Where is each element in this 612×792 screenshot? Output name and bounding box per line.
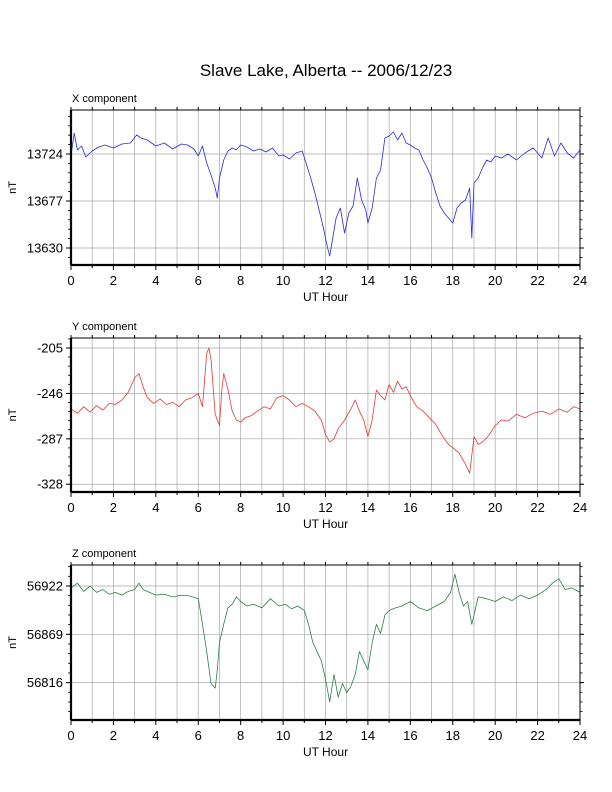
- x-tick-label: 14: [361, 273, 375, 288]
- y-axis-label: nT: [7, 636, 19, 649]
- series-line: [70, 347, 581, 474]
- x-tick-label: 14: [361, 728, 375, 743]
- y-axis-label: nT: [7, 408, 19, 421]
- x-tick-label: 4: [152, 500, 159, 515]
- y-axis-label: nT: [7, 181, 19, 194]
- x-tick-label: 18: [446, 728, 460, 743]
- x-tick-label: 20: [488, 500, 502, 515]
- x-tick-label: 4: [152, 728, 159, 743]
- x-tick-label: 10: [276, 500, 290, 515]
- x-tick-label: 20: [488, 728, 502, 743]
- x-tick-label: 0: [67, 728, 74, 743]
- x-tick-label: 6: [195, 500, 202, 515]
- x-tick-label: 10: [276, 728, 290, 743]
- x-tick-label: 0: [67, 273, 74, 288]
- y-tick-label: 56922: [27, 578, 63, 593]
- x-tick-label: 16: [403, 728, 417, 743]
- y-tick-label: -287: [37, 431, 63, 446]
- x-tick-label: 22: [530, 728, 544, 743]
- series-line: [70, 573, 581, 703]
- x-tick-label: 24: [573, 728, 587, 743]
- y-tick-label: 13724: [27, 147, 63, 162]
- series-line: [70, 131, 581, 257]
- panel-label: X component: [72, 93, 137, 105]
- x-tick-label: 16: [403, 500, 417, 515]
- x-tick-label: 24: [573, 273, 587, 288]
- x-tick-label: 8: [237, 273, 244, 288]
- x-tick-label: 0: [67, 500, 74, 515]
- x-tick-label: 8: [237, 500, 244, 515]
- x-tick-label: 2: [110, 500, 117, 515]
- x-tick-label: 22: [530, 500, 544, 515]
- x-tick-label: 20: [488, 273, 502, 288]
- x-tick-label: 8: [237, 728, 244, 743]
- x-tick-label: 10: [276, 273, 290, 288]
- chart-title: Slave Lake, Alberta -- 2006/12/23: [200, 61, 452, 80]
- x-tick-label: 12: [318, 500, 332, 515]
- x-tick-label: 4: [152, 273, 159, 288]
- x-axis-label: UT Hour: [303, 745, 348, 759]
- x-tick-label: 16: [403, 273, 417, 288]
- x-tick-label: 12: [318, 728, 332, 743]
- panel-label: Y component: [72, 321, 137, 333]
- y-tick-label: -246: [37, 386, 63, 401]
- x-tick-label: 6: [195, 273, 202, 288]
- x-tick-label: 2: [110, 728, 117, 743]
- x-tick-label: 6: [195, 728, 202, 743]
- x-tick-label: 22: [530, 273, 544, 288]
- y-tick-label: 56816: [27, 675, 63, 690]
- y-tick-label: 56869: [27, 627, 63, 642]
- x-tick-label: 18: [446, 500, 460, 515]
- x-axis-label: UT Hour: [303, 517, 348, 531]
- x-axis-label: UT Hour: [303, 290, 348, 304]
- y-tick-label: -328: [37, 477, 63, 492]
- y-tick-label: -205: [37, 340, 63, 355]
- y-tick-label: 13677: [27, 194, 63, 209]
- x-tick-label: 12: [318, 273, 332, 288]
- x-tick-label: 14: [361, 500, 375, 515]
- panel-label: Z component: [72, 548, 136, 560]
- y-tick-label: 13630: [27, 241, 63, 256]
- x-tick-label: 24: [573, 500, 587, 515]
- x-tick-label: 18: [446, 273, 460, 288]
- x-tick-label: 2: [110, 273, 117, 288]
